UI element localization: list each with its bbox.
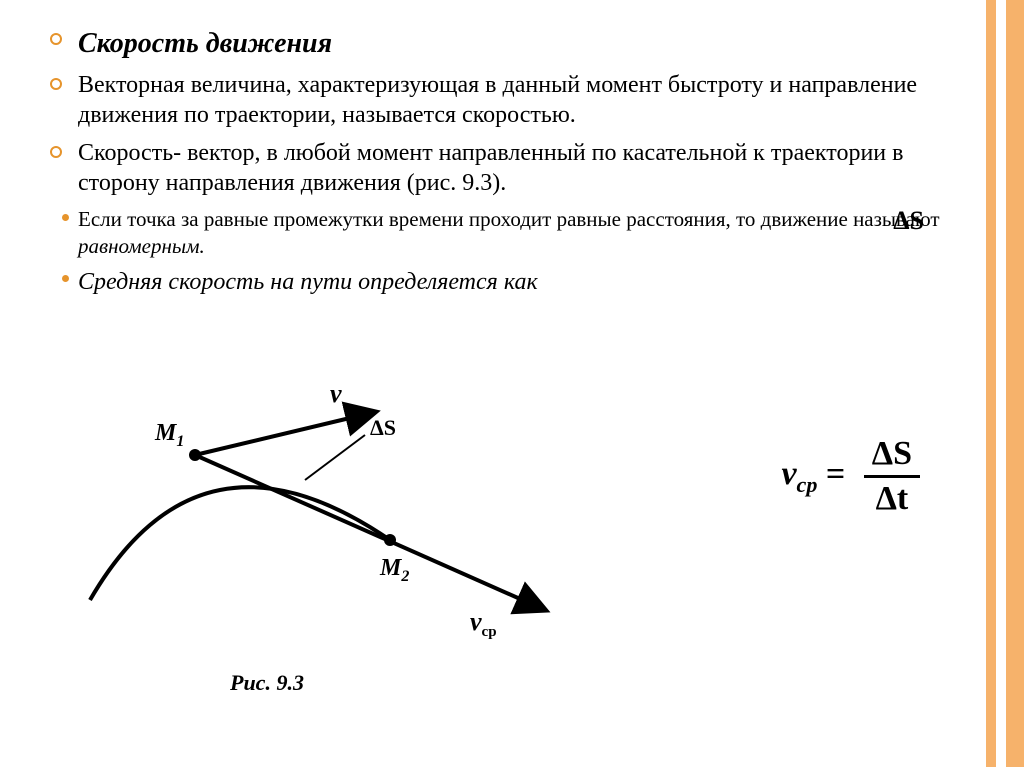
formula-den: Δt (864, 475, 920, 518)
decor-stripe-outer (1006, 0, 1024, 767)
bullet-uniform: Если точка за равные промежутки времени … (40, 206, 964, 259)
slide: Скорость движения Векторная величина, ха… (0, 0, 1024, 767)
label-vcp: vср (470, 607, 497, 640)
bullet-marker-circle (50, 33, 62, 45)
label-m2: M2 (379, 555, 409, 585)
bullet-marker-dot (62, 214, 69, 221)
formula-lhs: vср (781, 455, 825, 492)
delta-s-symbol: ΔS (893, 206, 924, 236)
bullet-title: Скорость движения (40, 26, 964, 62)
formula-num: ΔS (864, 435, 920, 475)
decor-stripe-inner (986, 0, 996, 767)
para-text: Скорость- вектор, в любой момент направл… (78, 140, 903, 196)
para-text: Средняя скорость на пути определяется ка… (78, 269, 538, 295)
label-v: v (330, 379, 342, 408)
bullet-marker-circle (50, 146, 62, 158)
formula-eq: = (826, 455, 854, 492)
point-m2 (384, 534, 396, 546)
formula-avg-speed: vср = ΔS Δt (781, 435, 920, 518)
label-delta-s: ΔS (370, 415, 396, 440)
content-area: Скорость движения Векторная величина, ха… (40, 26, 964, 305)
label-m1: M1 (154, 420, 184, 450)
point-m1 (189, 449, 201, 461)
para-text: Если точка за равные промежутки времени … (78, 207, 940, 257)
para-text: Векторная величина, характеризующая в да… (78, 72, 917, 128)
figure-caption: Рис. 9.3 (230, 670, 304, 696)
bullet-definition: Векторная величина, характеризующая в да… (40, 70, 964, 130)
formula-fraction: ΔS Δt (864, 435, 920, 518)
bullet-list: Скорость движения Векторная величина, ха… (40, 26, 964, 297)
para-text-italic: равномерным. (78, 234, 205, 258)
bullet-marker-circle (50, 78, 62, 90)
title-text: Скорость движения (78, 28, 332, 59)
bullet-marker-dot (62, 275, 69, 282)
para-text-run: Если точка за равные промежутки времени … (78, 207, 940, 231)
avg-velocity-vector (195, 455, 545, 610)
figure-area: M1 M2 v ΔS vср Рис. 9.3 vср = ΔS Δt (70, 380, 950, 720)
trajectory-arc (90, 487, 390, 600)
trajectory-diagram: M1 M2 v ΔS vср (70, 380, 590, 680)
bullet-avg-speed: Средняя скорость на пути определяется ка… (40, 267, 964, 297)
delta-s-leader (305, 435, 365, 480)
bullet-tangent: Скорость- вектор, в любой момент направл… (40, 138, 964, 198)
